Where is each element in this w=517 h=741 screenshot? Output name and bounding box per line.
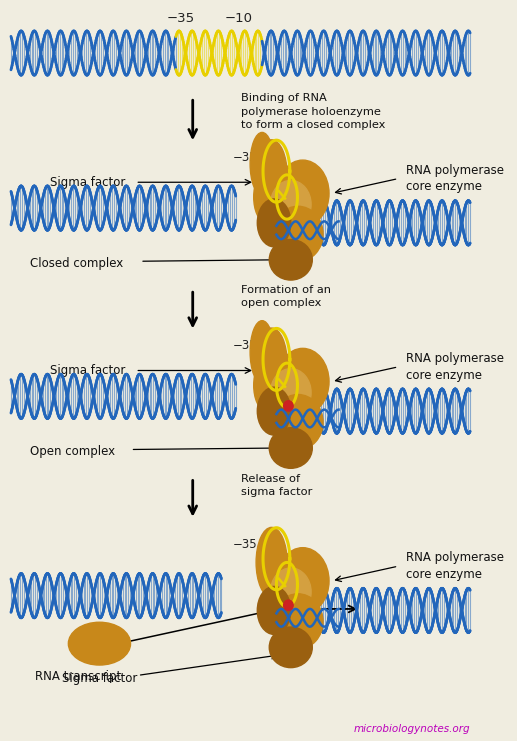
Text: Sigma factor: Sigma factor xyxy=(50,176,126,189)
Text: Sigma factor: Sigma factor xyxy=(62,671,137,685)
Ellipse shape xyxy=(269,239,312,280)
Ellipse shape xyxy=(254,362,275,409)
Text: −35: −35 xyxy=(166,12,195,25)
Ellipse shape xyxy=(273,394,323,450)
Text: microbiologynotes.org: microbiologynotes.org xyxy=(354,724,470,734)
Ellipse shape xyxy=(269,428,312,468)
Ellipse shape xyxy=(277,548,329,614)
Text: Release of
sigma factor: Release of sigma factor xyxy=(240,473,312,497)
Text: −35: −35 xyxy=(233,539,257,551)
Text: Binding of RNA
polymerase holoenzyme
to form a closed complex: Binding of RNA polymerase holoenzyme to … xyxy=(240,93,385,130)
Ellipse shape xyxy=(270,568,311,616)
Text: RNA polymerase
core enzyme: RNA polymerase core enzyme xyxy=(405,164,504,193)
Ellipse shape xyxy=(284,600,293,611)
Ellipse shape xyxy=(254,173,275,221)
Text: −10: −10 xyxy=(277,353,301,367)
Ellipse shape xyxy=(273,206,323,262)
Text: −10: −10 xyxy=(224,12,252,25)
Ellipse shape xyxy=(250,133,274,195)
Ellipse shape xyxy=(273,594,323,649)
Ellipse shape xyxy=(277,348,329,415)
Text: Sigma factor: Sigma factor xyxy=(50,364,126,377)
Ellipse shape xyxy=(250,321,274,383)
Ellipse shape xyxy=(256,528,287,597)
Ellipse shape xyxy=(284,401,293,411)
Ellipse shape xyxy=(257,586,291,634)
Text: RNA polymerase
core enzyme: RNA polymerase core enzyme xyxy=(405,352,504,382)
Ellipse shape xyxy=(257,387,291,435)
Text: −10: −10 xyxy=(277,165,301,179)
Ellipse shape xyxy=(256,328,287,398)
Text: −10: −10 xyxy=(277,553,301,566)
Ellipse shape xyxy=(269,627,312,668)
Text: −35: −35 xyxy=(233,339,257,352)
Text: Closed complex: Closed complex xyxy=(30,257,124,270)
Text: Formation of an
open complex: Formation of an open complex xyxy=(240,285,330,308)
Ellipse shape xyxy=(270,369,311,416)
Ellipse shape xyxy=(68,622,130,665)
Text: Open complex: Open complex xyxy=(30,445,115,458)
Text: RNA transcript: RNA transcript xyxy=(35,671,121,683)
Ellipse shape xyxy=(277,160,329,227)
Text: −35: −35 xyxy=(233,151,257,164)
Ellipse shape xyxy=(257,199,291,247)
Ellipse shape xyxy=(256,140,287,210)
Ellipse shape xyxy=(270,180,311,228)
Text: RNA polymerase
core enzyme: RNA polymerase core enzyme xyxy=(405,551,504,581)
